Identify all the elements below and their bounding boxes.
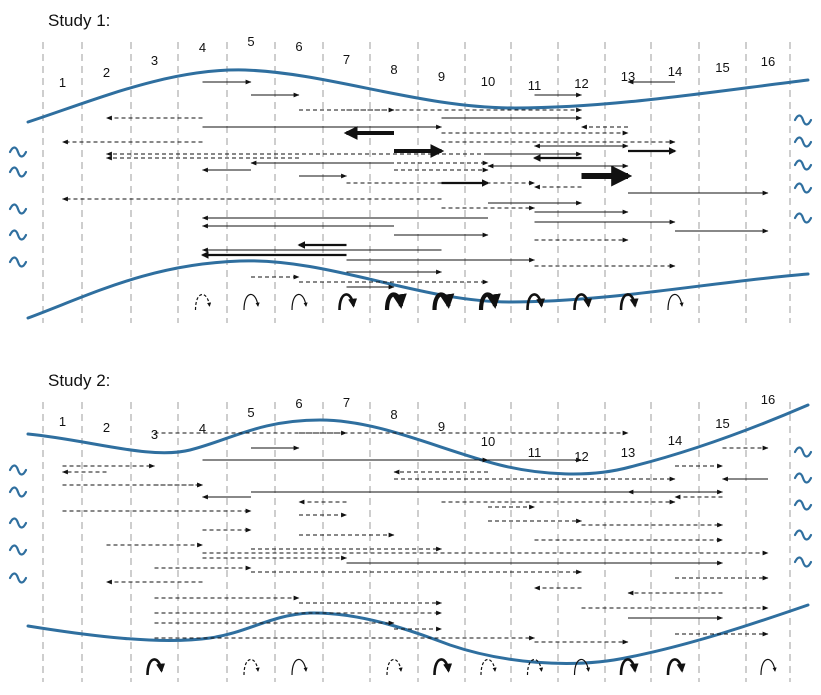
wave-icon-left <box>8 146 28 158</box>
wave-icon-right <box>793 446 813 458</box>
segment-label: 12 <box>574 76 588 91</box>
channel-walls <box>26 403 810 665</box>
segment-label: 15 <box>715 60 729 75</box>
segment-label: 13 <box>621 445 635 460</box>
return-arrow <box>432 292 455 311</box>
segment-label: 5 <box>247 34 254 49</box>
segment-label: 1 <box>59 75 66 90</box>
segment-label: 7 <box>343 395 350 410</box>
movement-arrows <box>61 430 769 645</box>
return-arrow <box>573 293 593 311</box>
segment-label: 3 <box>151 53 158 68</box>
channel-walls <box>26 68 810 320</box>
segment-label: 8 <box>390 407 397 422</box>
segment-label: 6 <box>295 396 302 411</box>
segment-label: 4 <box>199 40 206 55</box>
segment-label: 12 <box>574 449 588 464</box>
return-arrow <box>478 292 501 311</box>
return-arrow <box>760 658 777 676</box>
wave-icon-left <box>8 229 28 241</box>
return-arrow <box>480 658 497 676</box>
wave-icon-right <box>793 159 813 171</box>
segment-label: 10 <box>481 74 495 89</box>
return-arrow <box>619 658 639 676</box>
wave-icon-right <box>793 556 813 568</box>
segment-label: 16 <box>761 392 775 407</box>
segment-label: 5 <box>247 405 254 420</box>
return-arrow <box>667 293 684 311</box>
wave-glyphs <box>8 114 813 268</box>
segment-label: 15 <box>715 416 729 431</box>
return-arrow <box>526 658 544 676</box>
segment-label: 14 <box>668 64 682 79</box>
study-1-title: Study 1: <box>48 11 110 30</box>
return-arrow <box>573 658 591 676</box>
wave-icon-right <box>793 114 813 126</box>
wave-icon-left <box>8 203 28 215</box>
segment-label: 11 <box>528 445 542 460</box>
upper-wall-line <box>26 403 810 476</box>
return-arrow <box>526 293 546 311</box>
segment-label: 14 <box>668 433 682 448</box>
return-arrow <box>433 658 453 676</box>
segment-label: 1 <box>59 414 66 429</box>
segment-label: 11 <box>528 78 542 93</box>
return-arrow <box>619 293 639 311</box>
segment-label: 16 <box>761 54 775 69</box>
wave-icon-left <box>8 572 28 584</box>
return-arrow <box>291 293 308 311</box>
segment-label: 2 <box>103 65 110 80</box>
lower-wall-line <box>26 603 810 665</box>
wave-icon-left <box>8 256 28 268</box>
segment-label: 7 <box>343 52 350 67</box>
return-arrow <box>666 658 686 676</box>
return-arrow <box>338 293 358 311</box>
segment-label: 9 <box>438 69 445 84</box>
segment-label: 3 <box>151 427 158 442</box>
upper-wall-line <box>26 68 810 124</box>
wave-icon-right <box>793 499 813 511</box>
wave-icon-left <box>8 486 28 498</box>
return-arrows <box>194 292 684 311</box>
wave-icon-left <box>8 464 28 476</box>
wave-icon-right <box>793 212 813 224</box>
segment-label: 2 <box>103 420 110 435</box>
return-arrows <box>146 658 777 676</box>
wave-icon-right <box>793 136 813 148</box>
segment-label: 9 <box>438 419 445 434</box>
segment-label: 4 <box>199 421 206 436</box>
wave-icon-right <box>793 472 813 484</box>
segment-label: 6 <box>295 39 302 54</box>
movement-arrows <box>61 79 769 290</box>
return-arrow <box>386 658 403 676</box>
return-arrow <box>243 293 260 311</box>
return-arrow <box>291 658 308 676</box>
wave-glyphs <box>8 446 813 584</box>
lower-wall-line <box>26 259 810 320</box>
return-arrow <box>194 293 212 311</box>
wave-icon-left <box>8 517 28 529</box>
return-arrow <box>384 292 407 311</box>
segment-label: 8 <box>390 62 397 77</box>
wave-icon-left <box>8 544 28 556</box>
segment-label: 10 <box>481 434 495 449</box>
return-arrow <box>243 658 260 676</box>
study-2-title: Study 2: <box>48 371 110 390</box>
return-arrow <box>146 658 166 676</box>
wave-icon-left <box>8 166 28 178</box>
wave-icon-right <box>793 529 813 541</box>
wave-icon-right <box>793 182 813 194</box>
